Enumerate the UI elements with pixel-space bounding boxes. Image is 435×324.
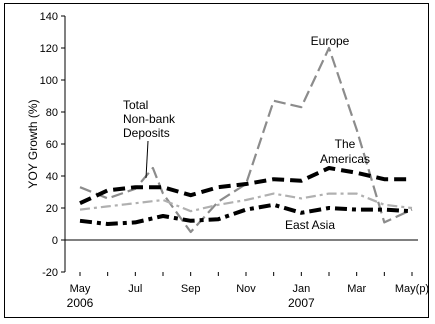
x-tick-year-label: 2007	[288, 296, 315, 310]
y-tick-label: 140	[40, 11, 58, 23]
annotation-non-bank: Non-bank	[123, 112, 176, 126]
y-tick-label: 60	[46, 139, 58, 151]
y-tick-label: 0	[52, 235, 58, 247]
series-line-the-americas	[79, 166, 412, 206]
annotation-east-asia: East Asia	[285, 218, 335, 232]
x-tick-label: Jul	[128, 283, 142, 295]
y-tick-label: 80	[46, 107, 58, 119]
y-tick-label: 120	[40, 43, 58, 55]
y-tick-label: 100	[40, 75, 58, 87]
chart-frame	[4, 3, 429, 318]
x-tick-label: Jan	[292, 283, 310, 295]
annotations: Europe The Americas East Asia Total Non-…	[123, 34, 370, 232]
series-line-east-asia	[79, 202, 413, 226]
series-lines	[79, 46, 413, 234]
annotation-europe: Europe	[311, 34, 350, 48]
x-tick-year-label: 2006	[67, 296, 94, 310]
y-axis-title: YOY Growth (%)	[26, 99, 40, 188]
y-tick-label: 40	[46, 171, 58, 183]
annotation-total-leader	[145, 140, 149, 179]
x-tick-label: Sep	[181, 283, 201, 295]
x-tick-label: Nov	[236, 283, 256, 295]
x-tick-label: May(p)	[395, 283, 429, 295]
annotation-total: Total	[123, 98, 148, 112]
y-tick-label: -20	[42, 267, 58, 279]
annotation-deposits: Deposits	[123, 126, 170, 140]
annotation-the-americas: The	[335, 137, 356, 151]
y-tick-label: 20	[46, 203, 58, 215]
annotation-the-americas-line2: Americas	[320, 152, 370, 166]
series-line-total-non-bank-deposits	[79, 192, 413, 213]
x-tick-label: May	[70, 283, 91, 295]
x-tick-label: Mar	[347, 283, 366, 295]
